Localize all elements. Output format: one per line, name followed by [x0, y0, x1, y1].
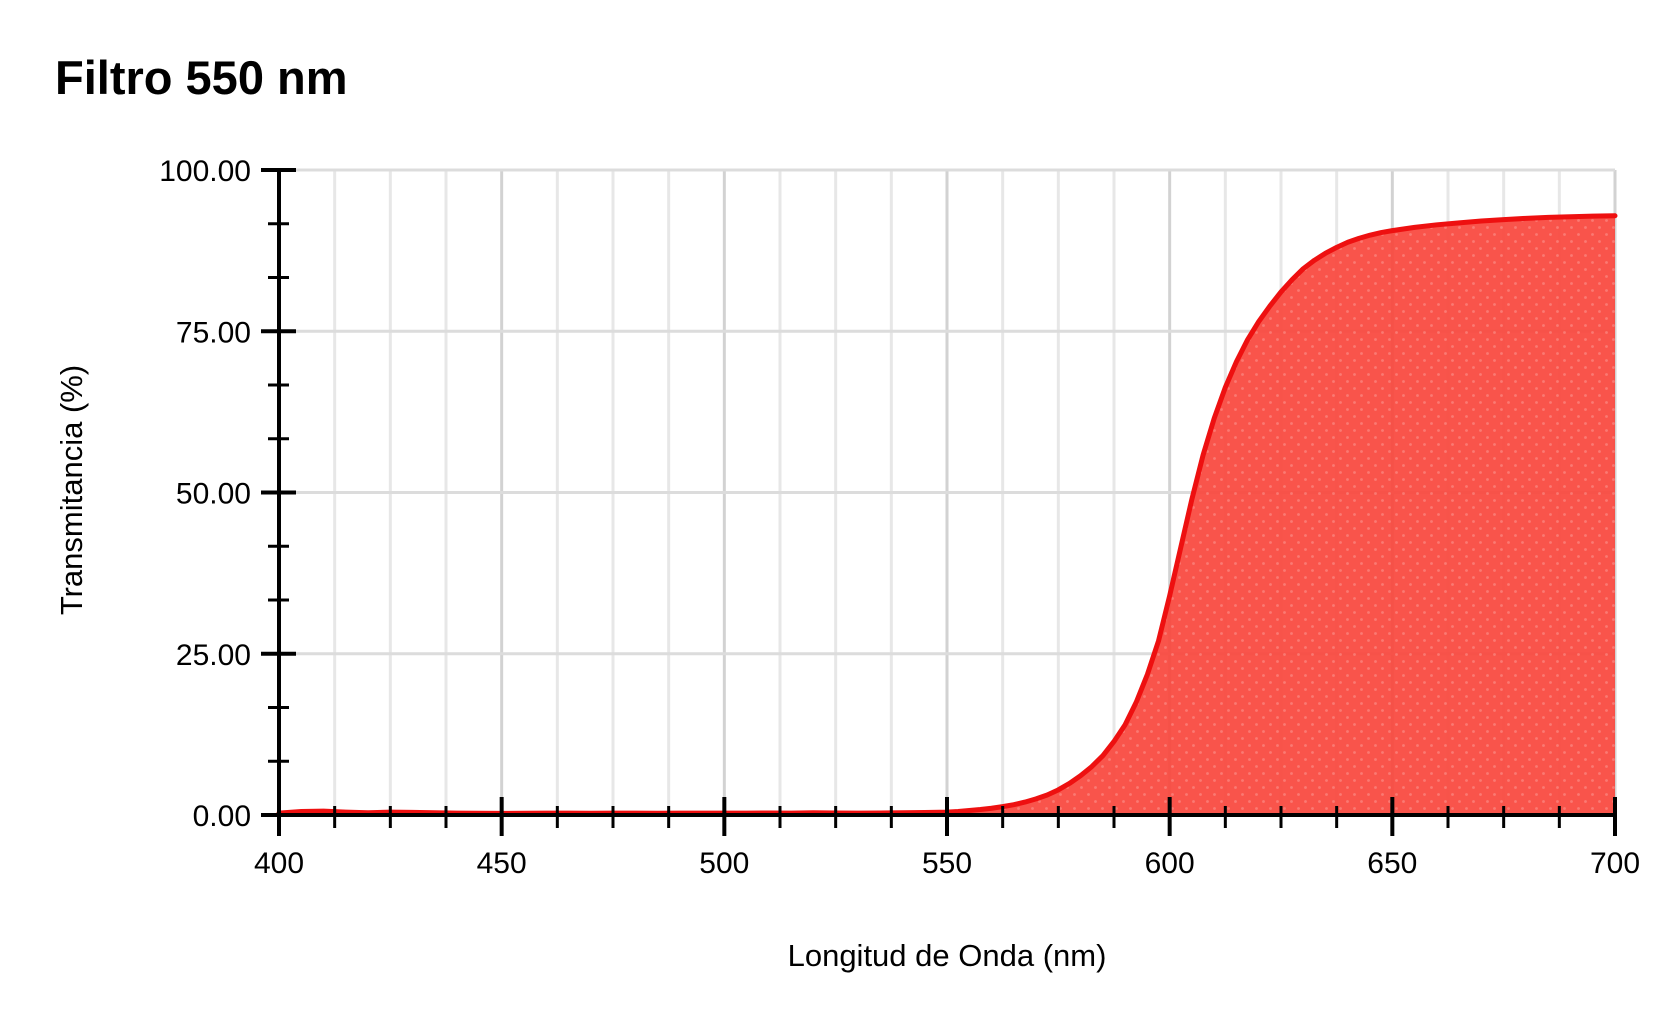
transmittance-area-pattern: [279, 215, 1615, 816]
x-axis-title: Longitud de Onda (nm): [787, 938, 1107, 973]
x-tick-label: 450: [477, 847, 527, 880]
x-tick-label: 600: [1145, 847, 1195, 880]
y-tick-label: 100.00: [159, 155, 251, 188]
y-tick-label: 25.00: [176, 639, 251, 672]
y-axis-title: Transmitancia (%): [54, 364, 89, 616]
chart-title: Filtro 550 nm: [55, 51, 348, 104]
x-tick-label: 500: [699, 847, 749, 880]
x-tick-label: 550: [922, 847, 972, 880]
x-tick-label: 400: [254, 847, 304, 880]
x-tick-label: 650: [1367, 847, 1417, 880]
y-tick-label: 0.00: [193, 800, 251, 833]
x-tick-label: 700: [1590, 847, 1640, 880]
y-tick-label: 75.00: [176, 316, 251, 349]
y-tick-label: 50.00: [176, 478, 251, 511]
